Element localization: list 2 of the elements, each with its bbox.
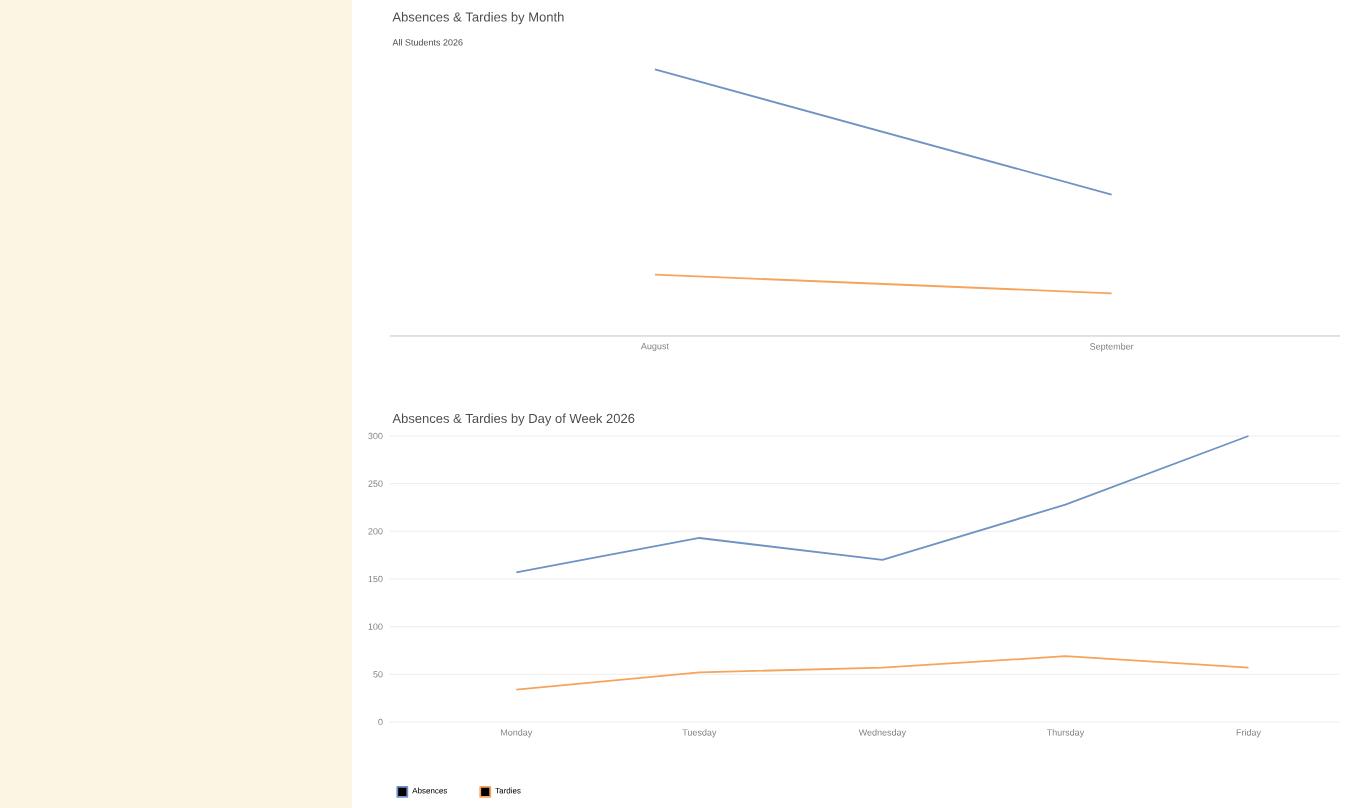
line-series	[515, 655, 1250, 691]
line-series	[515, 435, 1250, 574]
